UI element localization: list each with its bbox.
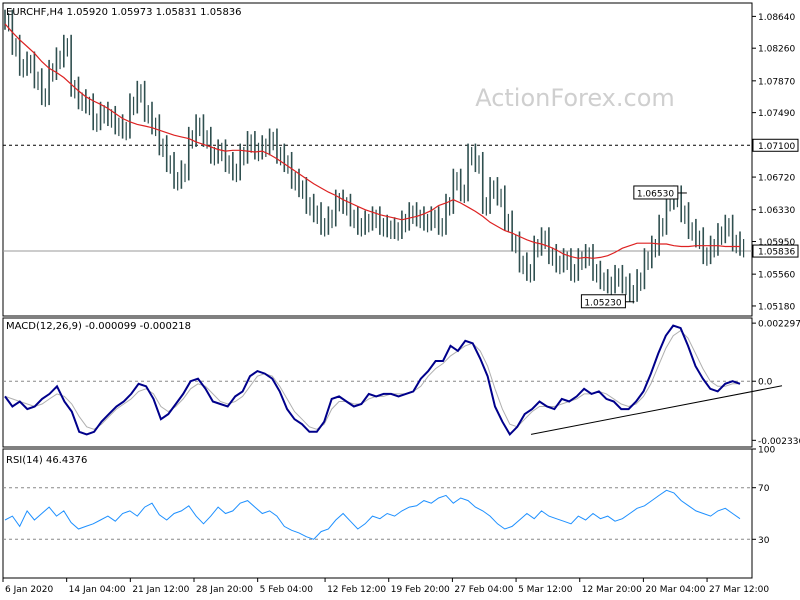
price-y-tick-label: 1.05950 [758, 238, 795, 248]
moving-average-line [4, 23, 740, 259]
price-panel-title: EURCHF,H4 1.05920 1.05973 1.05831 1.0583… [6, 7, 242, 18]
price-y-tick-label: 1.08260 [758, 45, 795, 55]
rsi-y-tick: 100 [752, 446, 775, 456]
price-y-tick: 1.08260 [752, 45, 795, 55]
price-y-tick: 1.06720 [752, 174, 795, 184]
macd-panel: 0.002297 0.0 -0.002336 [3, 320, 800, 447]
price-current-tick-label: 1.05836 [758, 248, 795, 258]
annotation-label: 1.05230 [584, 298, 621, 308]
rsi-panel-title: RSI(14) 46.4376 [6, 455, 87, 466]
price-panel: 1.08640 1.08260 1.07870 1.07490 1.07100 1.067… [3, 9, 799, 312]
macd-signal-line [4, 329, 740, 430]
panel-frame-1 [2, 317, 753, 448]
price-y-tick-label: 1.08640 [758, 13, 795, 23]
panel-frame-0 [2, 2, 753, 317]
rsi-y-tick-label: 30 [758, 536, 770, 546]
x-tick-label: 5 Feb 04:00 [260, 585, 314, 595]
price-current-tick: 1.05836 [752, 244, 799, 258]
price-y-tick: 1.07870 [752, 77, 795, 87]
price-y-tick: 1.05180 [752, 302, 795, 312]
x-tick-label: 20 Mar 04:00 [645, 585, 705, 595]
price-annotation: 1.05230 [580, 294, 635, 309]
rsi-panel: 100 70 30 [3, 446, 775, 546]
macd-y-tick-label: -0.002336 [758, 437, 800, 447]
price-y-tick: 1.07490 [752, 109, 795, 119]
x-tick-label: 27 Mar 12:00 [709, 585, 769, 595]
x-tick-label: 5 Mar 12:00 [518, 585, 573, 595]
macd-y-tick: 0.002297 [752, 320, 800, 330]
rsi-y-tick-label: 70 [758, 484, 770, 494]
x-tick-label: 6 Jan 2020 [5, 585, 53, 595]
price-y-tick-label: 1.07100 [758, 142, 795, 152]
price-y-tick-label: 1.05180 [758, 302, 795, 312]
x-tick-label: 19 Feb 20:00 [391, 585, 450, 595]
x-tick-label: 28 Jan 20:00 [196, 585, 253, 595]
macd-y-tick: -0.002336 [752, 437, 800, 447]
macd-panel-title: MACD(12,26,9) -0.000099 -0.000218 [6, 321, 191, 332]
macd-y-tick: 0.0 [752, 378, 773, 388]
price-y-tick: 1.06330 [752, 206, 795, 216]
price-y-tick: 1.08640 [752, 13, 795, 23]
price-y-tick-box [752, 138, 799, 152]
x-tick-label: 21 Jan 12:00 [132, 585, 189, 595]
rsi-y-tick: 30 [752, 536, 770, 546]
panel-frame-2 [2, 448, 753, 579]
price-y-tick: 1.05560 [752, 271, 795, 281]
price-current-tick-box [752, 244, 799, 258]
rsi-y-tick: 70 [752, 484, 770, 494]
price-y-tick-label: 1.07870 [758, 77, 795, 87]
price-bars [4, 9, 745, 304]
x-tick-label: 12 Mar 20:00 [582, 585, 642, 595]
x-tick-label: 12 Feb 12:00 [327, 585, 386, 595]
rsi-line [4, 489, 741, 540]
x-tick-label: 14 Jan 04:00 [69, 585, 126, 595]
macd-trendline [530, 385, 783, 435]
price-y-tick-label: 1.07490 [758, 109, 795, 119]
price-annotation: 1.06530 [633, 185, 687, 200]
price-y-tick-label: 1.06720 [758, 174, 795, 184]
watermark-text: ActionForex.com [475, 84, 675, 112]
macd-y-tick-label: 0.002297 [758, 320, 800, 330]
panel-frames [2, 2, 753, 579]
macd-line [4, 324, 741, 437]
price-y-tick-label: 1.05560 [758, 271, 795, 281]
price-y-tick: 1.05950 [752, 238, 795, 248]
rsi-y-tick-label: 100 [758, 446, 775, 456]
price-y-tick: 1.07100 [752, 138, 799, 152]
x-axis: 6 Jan 2020 14 Jan 04:00 21 Jan 12:00 28 Jan… [2, 578, 769, 595]
price-y-tick-label: 1.06330 [758, 206, 795, 216]
macd-y-tick-label: 0.0 [758, 378, 773, 388]
x-tick-label: 27 Feb 04:00 [454, 585, 513, 595]
annotation-label: 1.06530 [637, 189, 674, 199]
